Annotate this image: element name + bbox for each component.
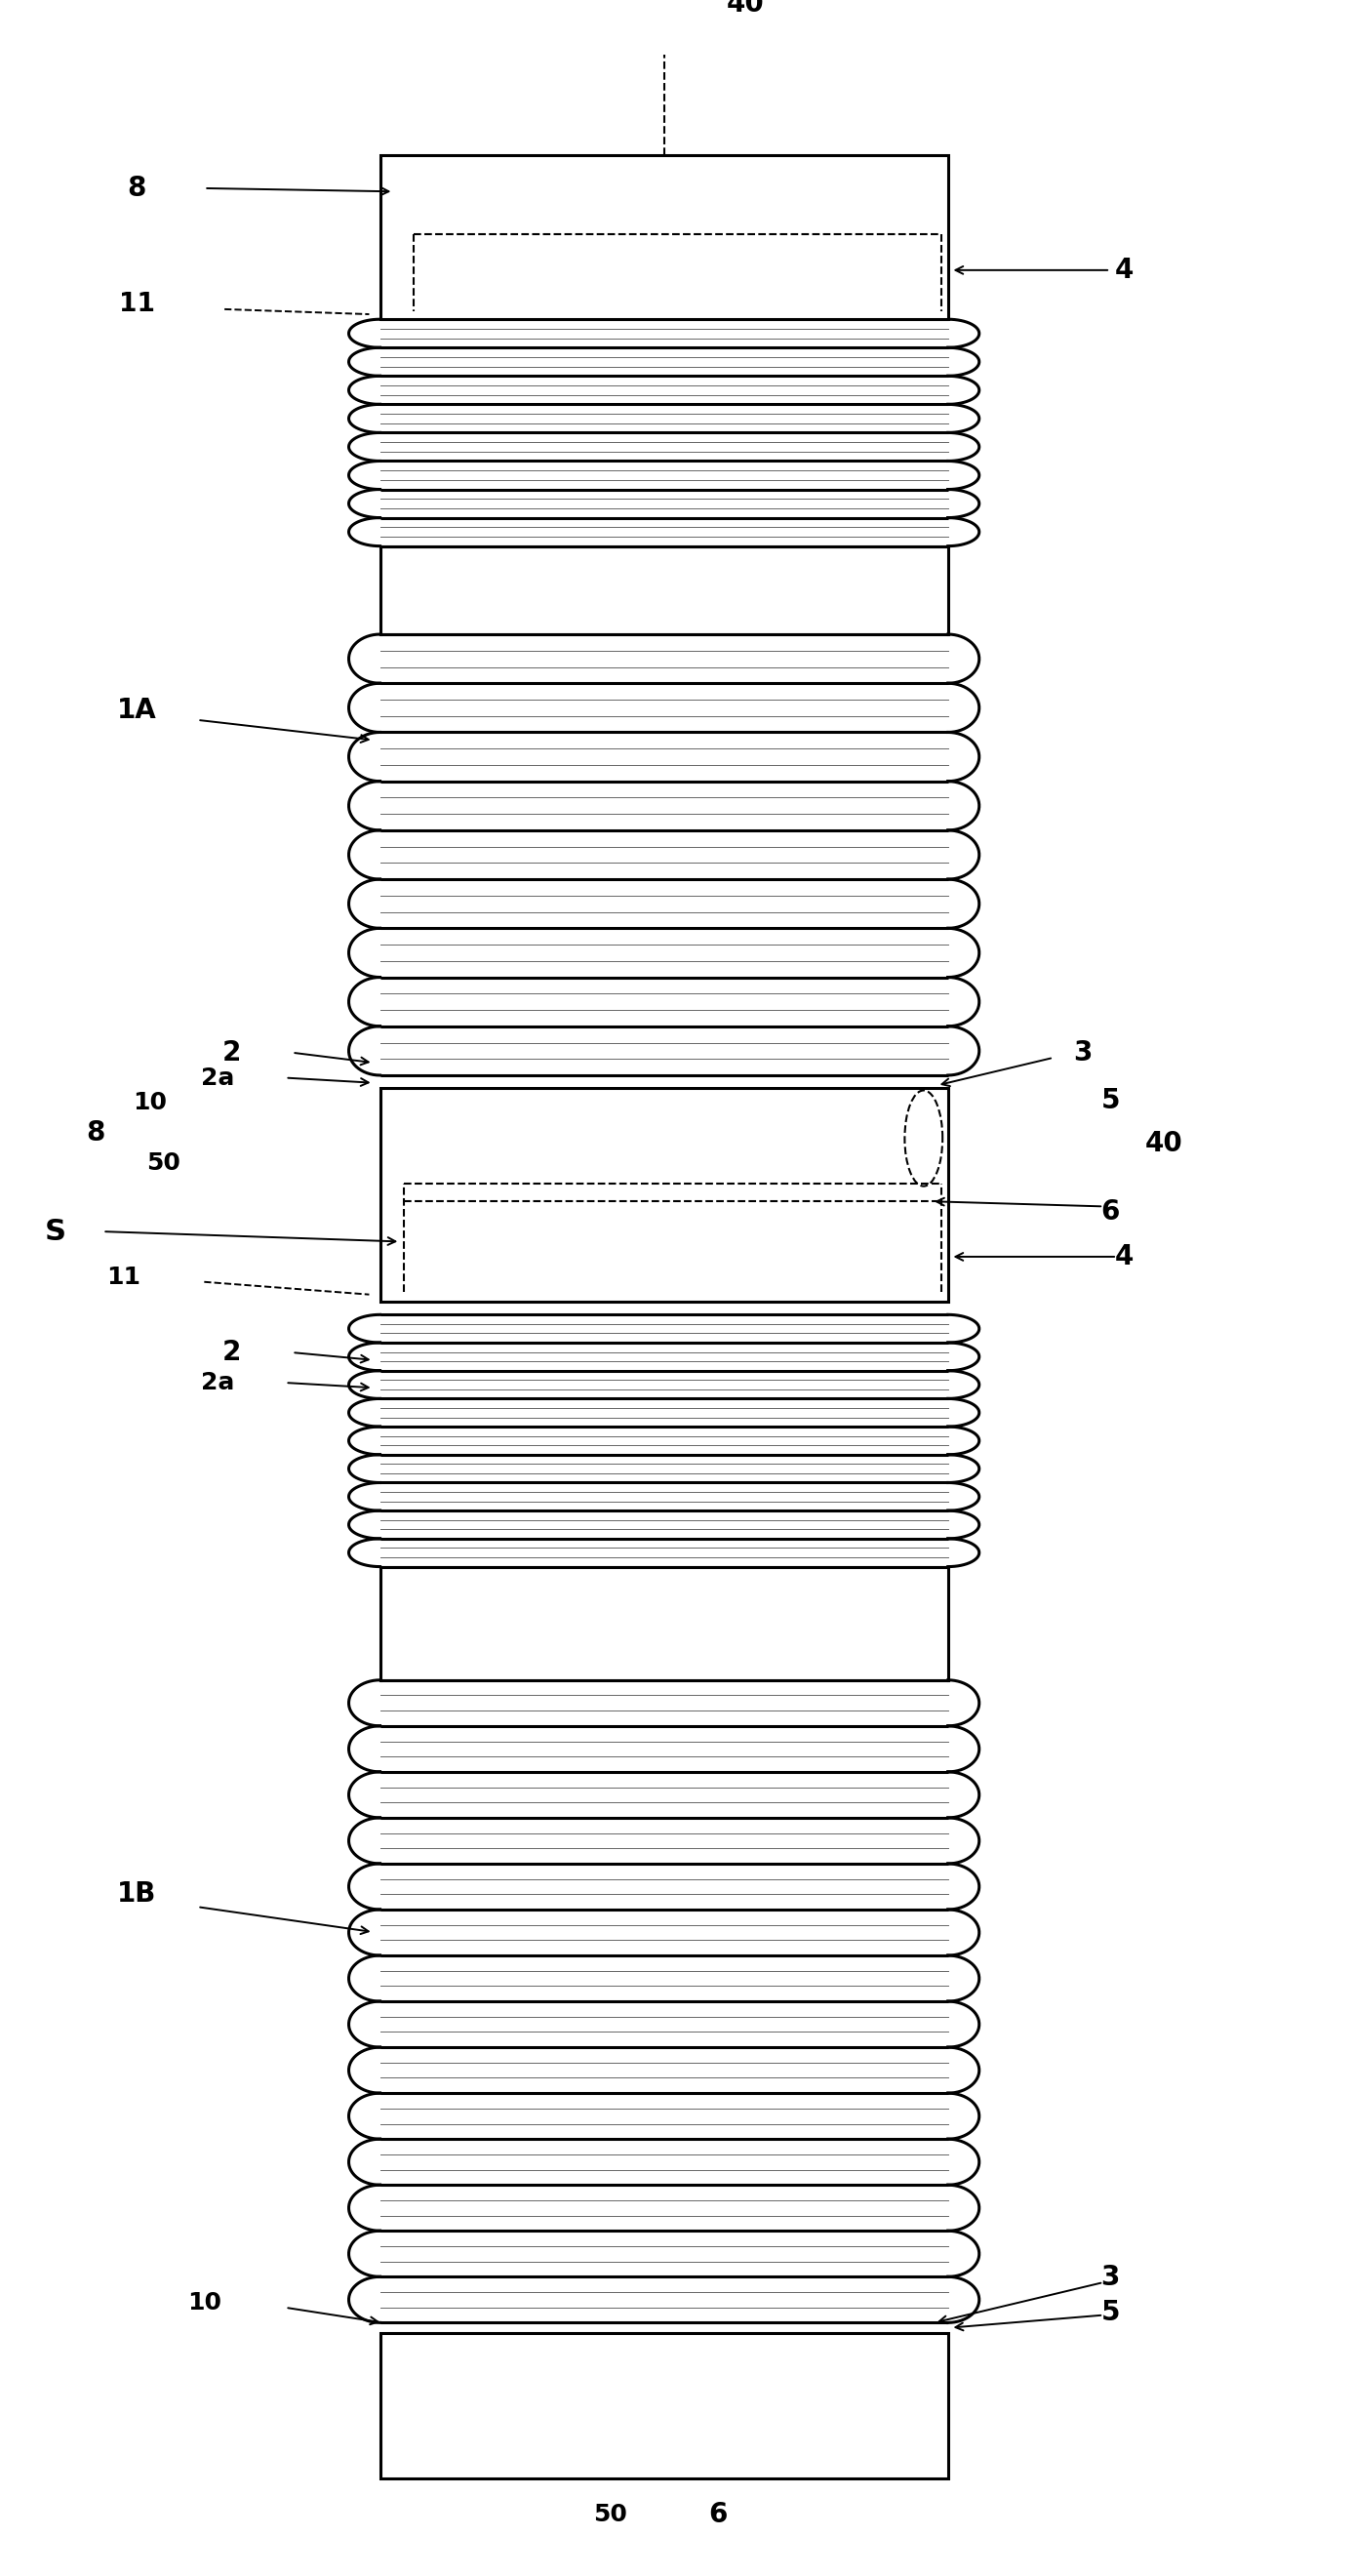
Text: 8: 8	[127, 175, 146, 201]
Text: 4: 4	[1114, 258, 1133, 283]
Text: 5: 5	[1100, 1087, 1119, 1115]
Text: 10: 10	[133, 1092, 167, 1115]
Text: 6: 6	[1100, 1198, 1119, 1226]
Text: 40: 40	[726, 0, 764, 18]
Text: 1A: 1A	[117, 696, 156, 724]
Text: 1B: 1B	[117, 1880, 156, 1909]
Text: 6: 6	[709, 2501, 728, 2527]
FancyBboxPatch shape	[379, 1087, 948, 1301]
Text: 2: 2	[222, 1340, 241, 1365]
FancyBboxPatch shape	[379, 155, 948, 319]
Text: 2a: 2a	[201, 1370, 234, 1394]
Text: 11: 11	[106, 1265, 140, 1288]
Text: 5: 5	[1100, 2298, 1119, 2326]
Text: S: S	[45, 1218, 66, 1247]
Text: 50: 50	[593, 2501, 627, 2527]
Text: 8: 8	[87, 1121, 106, 1146]
FancyBboxPatch shape	[379, 2334, 948, 2478]
Text: 2: 2	[222, 1038, 241, 1066]
Text: 3: 3	[1073, 1038, 1092, 1066]
Text: 3: 3	[1100, 2264, 1119, 2290]
Text: 50: 50	[146, 1151, 180, 1175]
Text: 10: 10	[187, 2290, 221, 2313]
Text: 40: 40	[1145, 1131, 1183, 1157]
Text: 2a: 2a	[201, 1066, 234, 1090]
Text: 11: 11	[118, 291, 154, 317]
Text: 4: 4	[1114, 1244, 1133, 1270]
